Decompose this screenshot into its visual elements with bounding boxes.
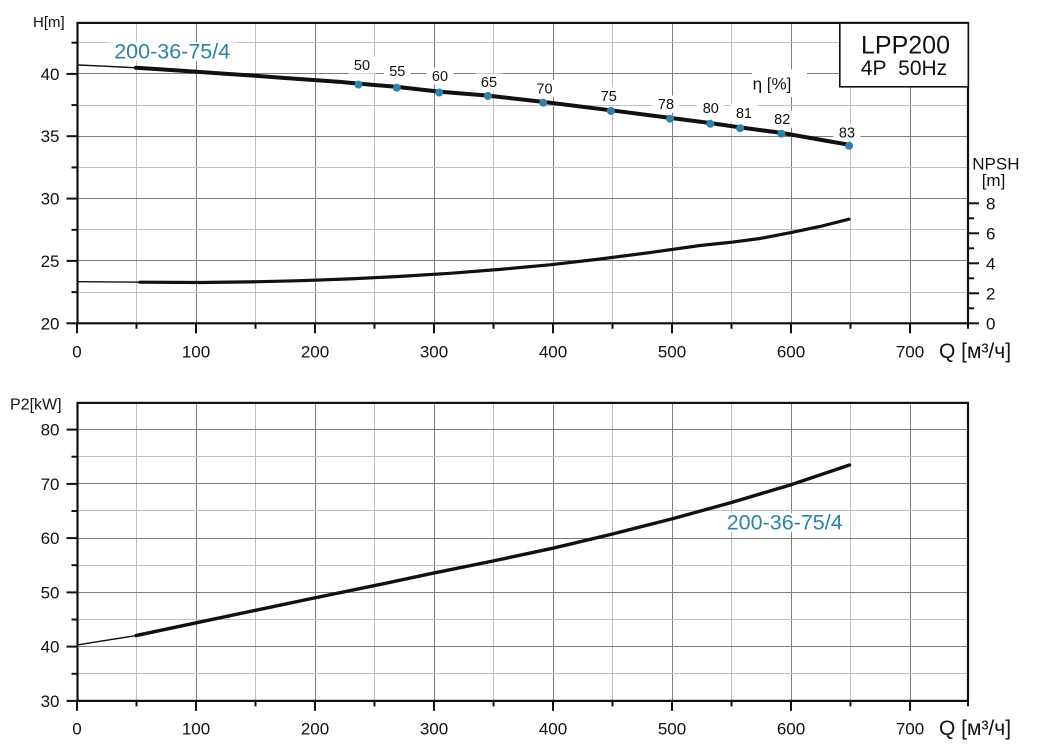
svg-text:70: 70 [41,475,60,494]
svg-text:400: 400 [539,343,567,362]
svg-text:40: 40 [41,638,60,657]
svg-text:30: 30 [41,692,60,711]
svg-text:60: 60 [41,529,60,548]
svg-text:200-36-75/4: 200-36-75/4 [114,39,230,63]
svg-text:25: 25 [41,252,60,271]
svg-text:600: 600 [777,719,805,738]
svg-text:100: 100 [182,343,210,362]
svg-text:0: 0 [72,343,81,362]
svg-text:200: 200 [301,343,329,362]
svg-text:200-36-75/4: 200-36-75/4 [727,511,843,535]
svg-text:50: 50 [354,58,370,74]
svg-text:200: 200 [301,719,329,738]
svg-text:40: 40 [41,65,60,84]
svg-text:4P 50Hz: 4P 50Hz [861,57,947,80]
svg-text:60: 60 [432,69,448,85]
svg-text:80: 80 [41,421,60,440]
svg-text:0: 0 [72,719,81,738]
svg-text:20: 20 [41,314,60,333]
svg-text:50: 50 [41,583,60,602]
svg-text:4: 4 [986,254,995,273]
svg-text:80: 80 [703,101,719,117]
svg-text:H[m]: H[m] [33,14,65,31]
svg-text:Q [м³/ч]: Q [м³/ч] [939,717,1011,740]
svg-text:η [%]: η [%] [753,75,792,94]
svg-text:P2[kW]: P2[kW] [10,397,62,414]
svg-text:700: 700 [896,719,924,738]
svg-text:700: 700 [896,343,924,362]
svg-text:83: 83 [839,126,855,142]
svg-text:75: 75 [601,89,617,105]
svg-text:Q [м³/ч]: Q [м³/ч] [939,340,1011,363]
svg-text:81: 81 [736,106,752,122]
svg-text:300: 300 [420,343,448,362]
svg-text:78: 78 [658,97,674,113]
svg-text:82: 82 [774,112,790,128]
svg-text:300: 300 [420,719,448,738]
svg-text:NPSH: NPSH [972,154,1019,173]
svg-text:6: 6 [986,224,995,243]
svg-text:65: 65 [481,75,497,91]
svg-text:400: 400 [539,719,567,738]
svg-text:35: 35 [41,127,60,146]
svg-text:500: 500 [658,719,686,738]
svg-text:70: 70 [536,82,552,98]
svg-text:LPP200: LPP200 [861,32,950,60]
svg-text:500: 500 [658,343,686,362]
svg-text:2: 2 [986,284,995,303]
svg-text:600: 600 [777,343,805,362]
svg-text:8: 8 [986,194,995,213]
svg-text:[m]: [m] [982,171,1006,190]
svg-text:55: 55 [389,64,405,80]
svg-text:0: 0 [986,314,995,333]
svg-text:100: 100 [182,719,210,738]
svg-text:30: 30 [41,190,60,209]
